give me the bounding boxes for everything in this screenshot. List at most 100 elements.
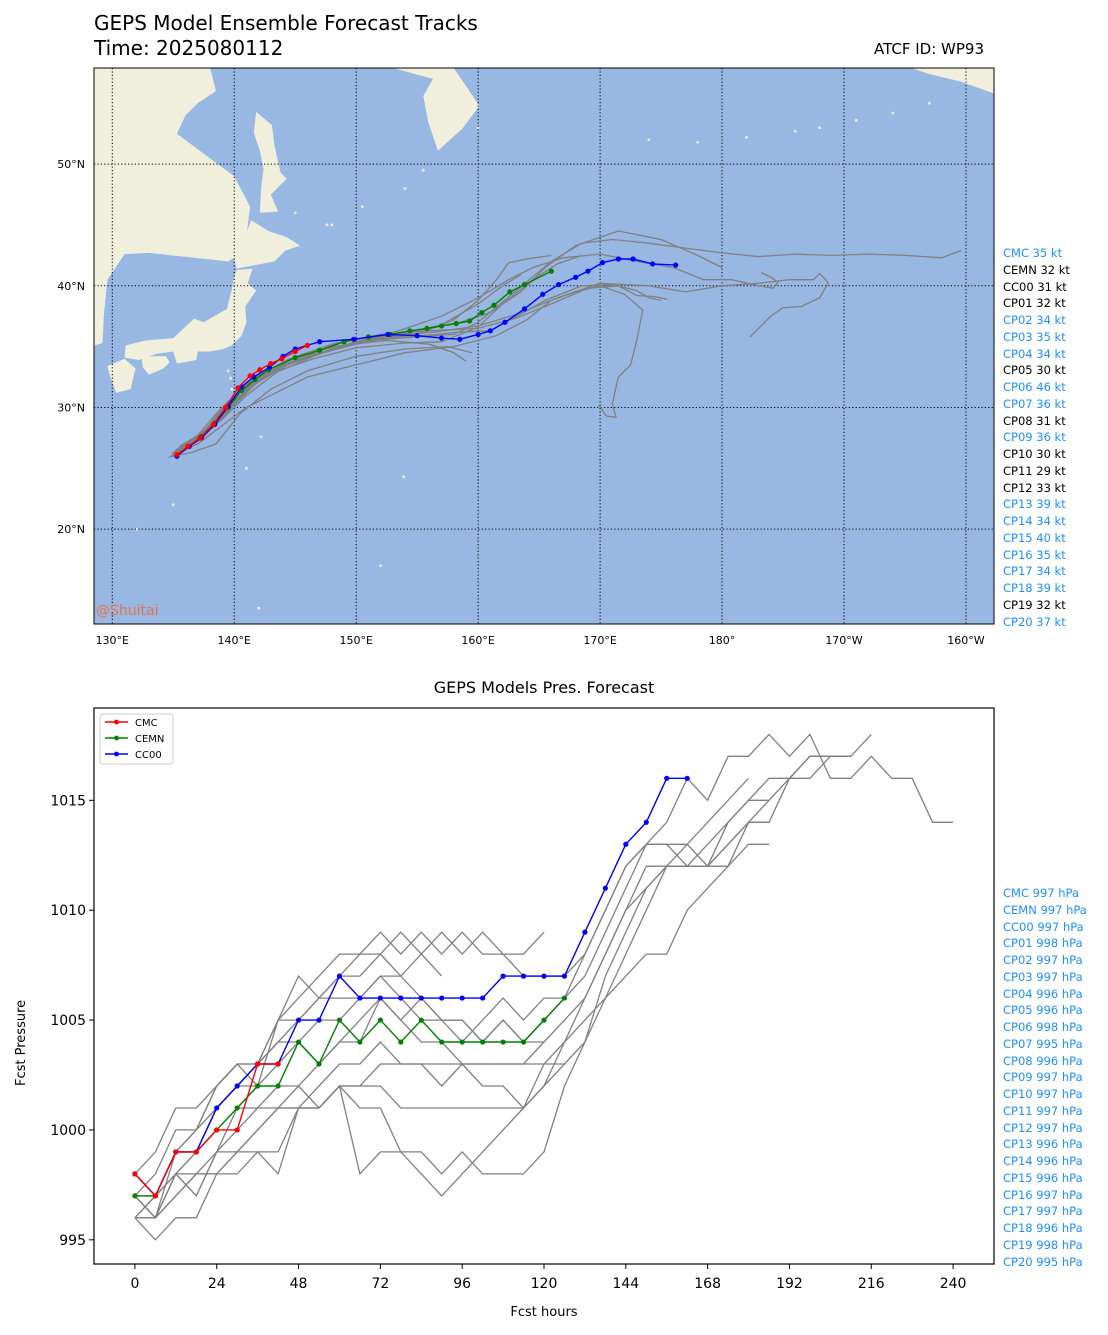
pressure-list-item: CP19 998 hPa: [1003, 1237, 1083, 1252]
legend: CMC CEMN CC00: [99, 713, 174, 765]
cmc-track-point-4: [223, 404, 229, 411]
island-9: [745, 135, 748, 139]
pressure-list-item: CP05 996 hPa: [1003, 1003, 1083, 1018]
cmc-track-point-2: [197, 435, 203, 441]
island-1: [330, 223, 334, 227]
x-tick-label: 24: [208, 1276, 226, 1292]
cc00-track-point-24: [599, 260, 606, 266]
island-0: [293, 211, 297, 215]
pressure-list-item: CP01 998 hPa: [1003, 936, 1083, 951]
island-11: [818, 126, 822, 130]
x-tick-label: 96: [453, 1276, 471, 1292]
x-tick-label: 216: [858, 1276, 885, 1292]
cemn-track-point-17: [467, 318, 473, 324]
cmc-track-point-7: [257, 367, 263, 373]
x-tick-label: 72: [371, 1276, 389, 1292]
cmc-track-point-6: [247, 373, 253, 379]
cemn-pressure-point-4: [214, 1127, 220, 1133]
cc00-pressure-point-26: [664, 775, 670, 781]
island-5: [325, 223, 329, 227]
cc00-track-point-16: [475, 331, 481, 338]
pressure-list-item: CP13 996 hPa: [1003, 1137, 1083, 1152]
cc00-pressure-point-3: [193, 1149, 199, 1155]
land-5: [253, 111, 287, 213]
wind-list-item: CP06 46 kt: [1003, 380, 1066, 394]
map-title: GEPS Model Ensemble Forecast Tracks: [94, 11, 478, 35]
island-3: [403, 187, 407, 190]
land-0: [94, 68, 251, 346]
island-16: [229, 376, 232, 380]
lon-tick-label: 150°E: [339, 634, 372, 647]
cc00-pressure-point-25: [643, 819, 649, 825]
cemn-pressure-point-1: [152, 1193, 158, 1199]
wind-list-item: CP13 39 kt: [1003, 497, 1066, 512]
cc00-track-point-26: [630, 256, 636, 262]
member-pressure-line-0: [134, 953, 443, 1219]
cc00-pressure-point-23: [602, 885, 608, 891]
y-tick-label: 1010: [50, 903, 86, 919]
wind-list-item: CP08 31 kt: [1003, 413, 1066, 428]
cemn-pressure-point-12: [377, 1017, 383, 1023]
island-20: [171, 503, 175, 507]
pressure-list-item: CP06 998 hPa: [1003, 1020, 1083, 1034]
lon-tick-label: 180°: [709, 634, 736, 647]
cc00-pressure-point-2: [173, 1149, 179, 1155]
lon-tick-label: 170°W: [825, 634, 862, 647]
cemn-pressure-point-8: [295, 1039, 302, 1045]
cemn-pressure-line: [134, 997, 566, 1197]
map-grid: [94, 68, 994, 624]
wind-list-item: CP20 37 kt: [1003, 614, 1066, 629]
member-pressure-line-10: [134, 799, 770, 1219]
cc00-pressure-point-8: [295, 1017, 302, 1023]
wind-list-item: CP07 36 kt: [1003, 396, 1066, 411]
cemn-track-point-16: [453, 320, 459, 327]
cemn-track-point-22: [548, 268, 554, 274]
wind-list-item: CP05 30 kt: [1003, 363, 1066, 378]
cemn-pressure-point-14: [418, 1017, 424, 1023]
cemn-pressure-point-17: [480, 1039, 486, 1045]
cmc-track-point-10: [292, 348, 298, 355]
legend-label-cc00: CC00: [135, 750, 162, 761]
cc00-pressure-point-12: [377, 995, 383, 1001]
island-8: [696, 140, 700, 144]
track-map: 130°E 140°E 150°E 160°E 170°E 180° 170°W 160°W 5…: [57, 67, 995, 647]
pressure-list: CMC 997 hPa CEMN 997 hPa CC00 997 hPa CP01 …: [1003, 885, 1087, 1270]
cc00-track-point-21: [556, 281, 562, 288]
pressure-list-item: CP11 997 hPa: [1003, 1103, 1083, 1118]
island-13: [891, 111, 895, 115]
x-tick-label: 192: [776, 1276, 803, 1292]
pressure-list-item: CP03 997 hPa: [1003, 969, 1083, 984]
y-tick-label: 1015: [50, 793, 86, 809]
pressure-list-item: CP04 996 hPa: [1003, 986, 1083, 1001]
cc00-pressure-point-22: [582, 929, 588, 935]
pressure-list-item: CP17 997 hPa: [1003, 1204, 1083, 1219]
cc00-pressure-point-6: [255, 1061, 261, 1067]
cc00-track-point-13: [414, 333, 420, 339]
island-4: [421, 168, 425, 172]
lat-tick-label: 40°N: [57, 280, 85, 293]
x-tick-label: 168: [694, 1276, 721, 1292]
cemn-track-point-21: [521, 281, 528, 288]
member-pressure-line-6: [134, 1063, 565, 1241]
pressure-list-item: CEMN 997 hPa: [1003, 902, 1087, 917]
cmc-track-point-5: [235, 385, 241, 391]
legend-marker-cmc: [114, 719, 119, 725]
island-7: [647, 138, 651, 142]
cc00-pressure-point-10: [336, 973, 343, 979]
cc00-track-point-25: [615, 256, 621, 262]
cemn-pressure-point-6: [255, 1083, 261, 1089]
cc00-pressure-point-5: [234, 1083, 240, 1089]
cc00-pressure-point-15: [439, 995, 445, 1001]
cemn-track-point-14: [424, 325, 430, 331]
island-23: [379, 564, 382, 568]
cc00-pressure-point-1: [152, 1193, 158, 1199]
legend-box: [99, 713, 174, 765]
pressure-y-axis-label: Fcst Pressure: [14, 999, 29, 1086]
cc00-pressure-line: [134, 777, 688, 1198]
legend-label-cmc: CMC: [135, 718, 158, 729]
cemn-pressure-point-15: [439, 1039, 445, 1045]
island-21: [245, 466, 248, 470]
cmc-track-point-1: [185, 443, 191, 449]
cc00-pressure-point-4: [214, 1105, 220, 1111]
plot-area: [94, 708, 994, 1264]
